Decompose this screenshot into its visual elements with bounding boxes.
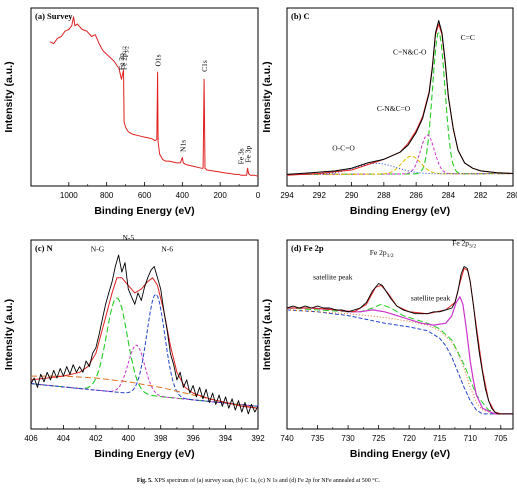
peak-label: satellite peak [313, 273, 353, 282]
plot-frame [30, 7, 259, 187]
peak-label: C-N&C=O [377, 104, 411, 113]
x-tick-label: 394 [219, 434, 233, 443]
peak-label: Fe 2p3/2 [120, 46, 131, 70]
peak-label: satellite peak [411, 293, 451, 302]
x-tick-label: 720 [402, 434, 416, 443]
x-tick-label: 600 [138, 191, 152, 200]
y-axis-label: Intensity (a.u.) [3, 61, 15, 132]
panel-title: (d) Fe 2p [291, 243, 324, 253]
x-tick-label: 404 [57, 434, 71, 443]
x-tick-label: 396 [186, 434, 200, 443]
peak-label: Fe 2p3/2 [452, 239, 476, 250]
peak-label-sub: 3/2 [125, 46, 131, 53]
peak-label: Fe 3p [244, 146, 253, 163]
peak-label: N1s [178, 140, 187, 152]
peak-label: Fe 2p1/2 [370, 248, 394, 259]
plot-area [287, 266, 513, 415]
panel-title: (c) N [35, 243, 54, 253]
x-tick-label: 282 [474, 191, 488, 200]
x-tick-label: 288 [377, 191, 391, 200]
x-tick-label: 730 [341, 434, 355, 443]
peak-label-sub: 3/2 [469, 244, 476, 250]
chart-c1s: 294 292 290 288 286 284 282 280 (b) C Binding Ene… [261, 7, 517, 217]
series-raw [287, 20, 513, 175]
series-baseline [287, 309, 513, 415]
plot-area [31, 254, 258, 415]
peak-label: C=C [461, 33, 475, 42]
series-raw [287, 266, 513, 415]
y-axis-label: Intensity (a.u.) [3, 299, 15, 370]
x-tick-label: 392 [251, 434, 265, 443]
peak-label: N-5 [122, 233, 134, 242]
x-tick-label: 800 [100, 191, 114, 200]
peak-label: N-6 [161, 244, 173, 253]
series-baseline [287, 303, 513, 415]
series-peak [31, 293, 258, 407]
x-tick-label: 398 [154, 434, 168, 443]
figure-caption: Fig. 5. XPS spectrum of (a) survey scan,… [0, 478, 517, 484]
x-tick-label: 290 [345, 191, 359, 200]
x-tick-label: 402 [89, 434, 103, 443]
y-axis-label: Intensity (a.u.) [261, 61, 273, 132]
peak-label: Fe 2p1/2 [117, 46, 128, 70]
x-axis-label: Binding Energy (eV) [94, 448, 194, 460]
x-tick-label: 400 [176, 191, 190, 200]
x-tick-label: 740 [280, 434, 294, 443]
plot-area [49, 16, 258, 177]
series-peak [287, 162, 513, 175]
peak-label-sub: 1/2 [387, 253, 394, 259]
x-axis-label: Binding Energy (eV) [350, 448, 450, 460]
series-fit [287, 267, 513, 415]
x-tick-label: 715 [433, 434, 447, 443]
x-tick-label: 406 [24, 434, 38, 443]
x-tick-label: 200 [213, 191, 227, 200]
x-tick-label: 292 [313, 191, 327, 200]
series-baseline [287, 296, 513, 415]
x-tick-label: 725 [372, 434, 386, 443]
peak-label: C=N&C-O [393, 47, 427, 56]
x-tick-label: 735 [311, 434, 325, 443]
panel-title: (b) C [291, 11, 310, 21]
x-tick-label: 294 [280, 191, 294, 200]
caption-text: XPS spectrum of (a) survey scan, (b) C 1… [154, 478, 381, 484]
panel-title: (a) Survey [35, 11, 73, 21]
x-tick-label: 400 [122, 434, 136, 443]
caption-label: Fig. 5. [136, 478, 153, 484]
x-tick-label: 280 [506, 191, 517, 200]
x-tick-label: 705 [494, 434, 508, 443]
series-peak [287, 155, 513, 175]
chart-survey: 1000 800 600 400 200 0 (a) Survey Binding Energ… [3, 7, 261, 217]
y-axis-label: Intensity (a.u.) [261, 299, 273, 370]
plot-area [287, 20, 513, 176]
peak-label: O1s [154, 54, 163, 66]
chart-fe2p: 740 735 730 725 720 715 710 705 (d) Fe 2p Binding… [261, 239, 514, 460]
peak-label: O-C=O [332, 143, 355, 152]
x-tick-label: 710 [464, 434, 478, 443]
x-tick-label: 284 [442, 191, 456, 200]
series-line [49, 16, 258, 177]
plot-frame [286, 239, 514, 430]
series-peak [31, 297, 258, 407]
plot-frame [286, 7, 514, 187]
x-axis-label: Binding Energy (eV) [94, 205, 194, 217]
peak-label: Fe 3s [236, 148, 245, 164]
series-fit [31, 277, 258, 409]
peak-label: C1s [200, 60, 209, 72]
chart-n1s: 406 404 402 400 398 396 394 392 (c) N Binding Ene… [3, 233, 265, 460]
peak-label: N-G [91, 244, 105, 253]
peak-label-sub: 1/2 [122, 46, 128, 53]
x-tick-label: 286 [409, 191, 423, 200]
x-axis-label: Binding Energy (eV) [350, 205, 450, 217]
x-tick-label: 0 [256, 191, 261, 200]
x-tick-label: 1000 [60, 191, 78, 200]
series-raw [31, 254, 258, 415]
